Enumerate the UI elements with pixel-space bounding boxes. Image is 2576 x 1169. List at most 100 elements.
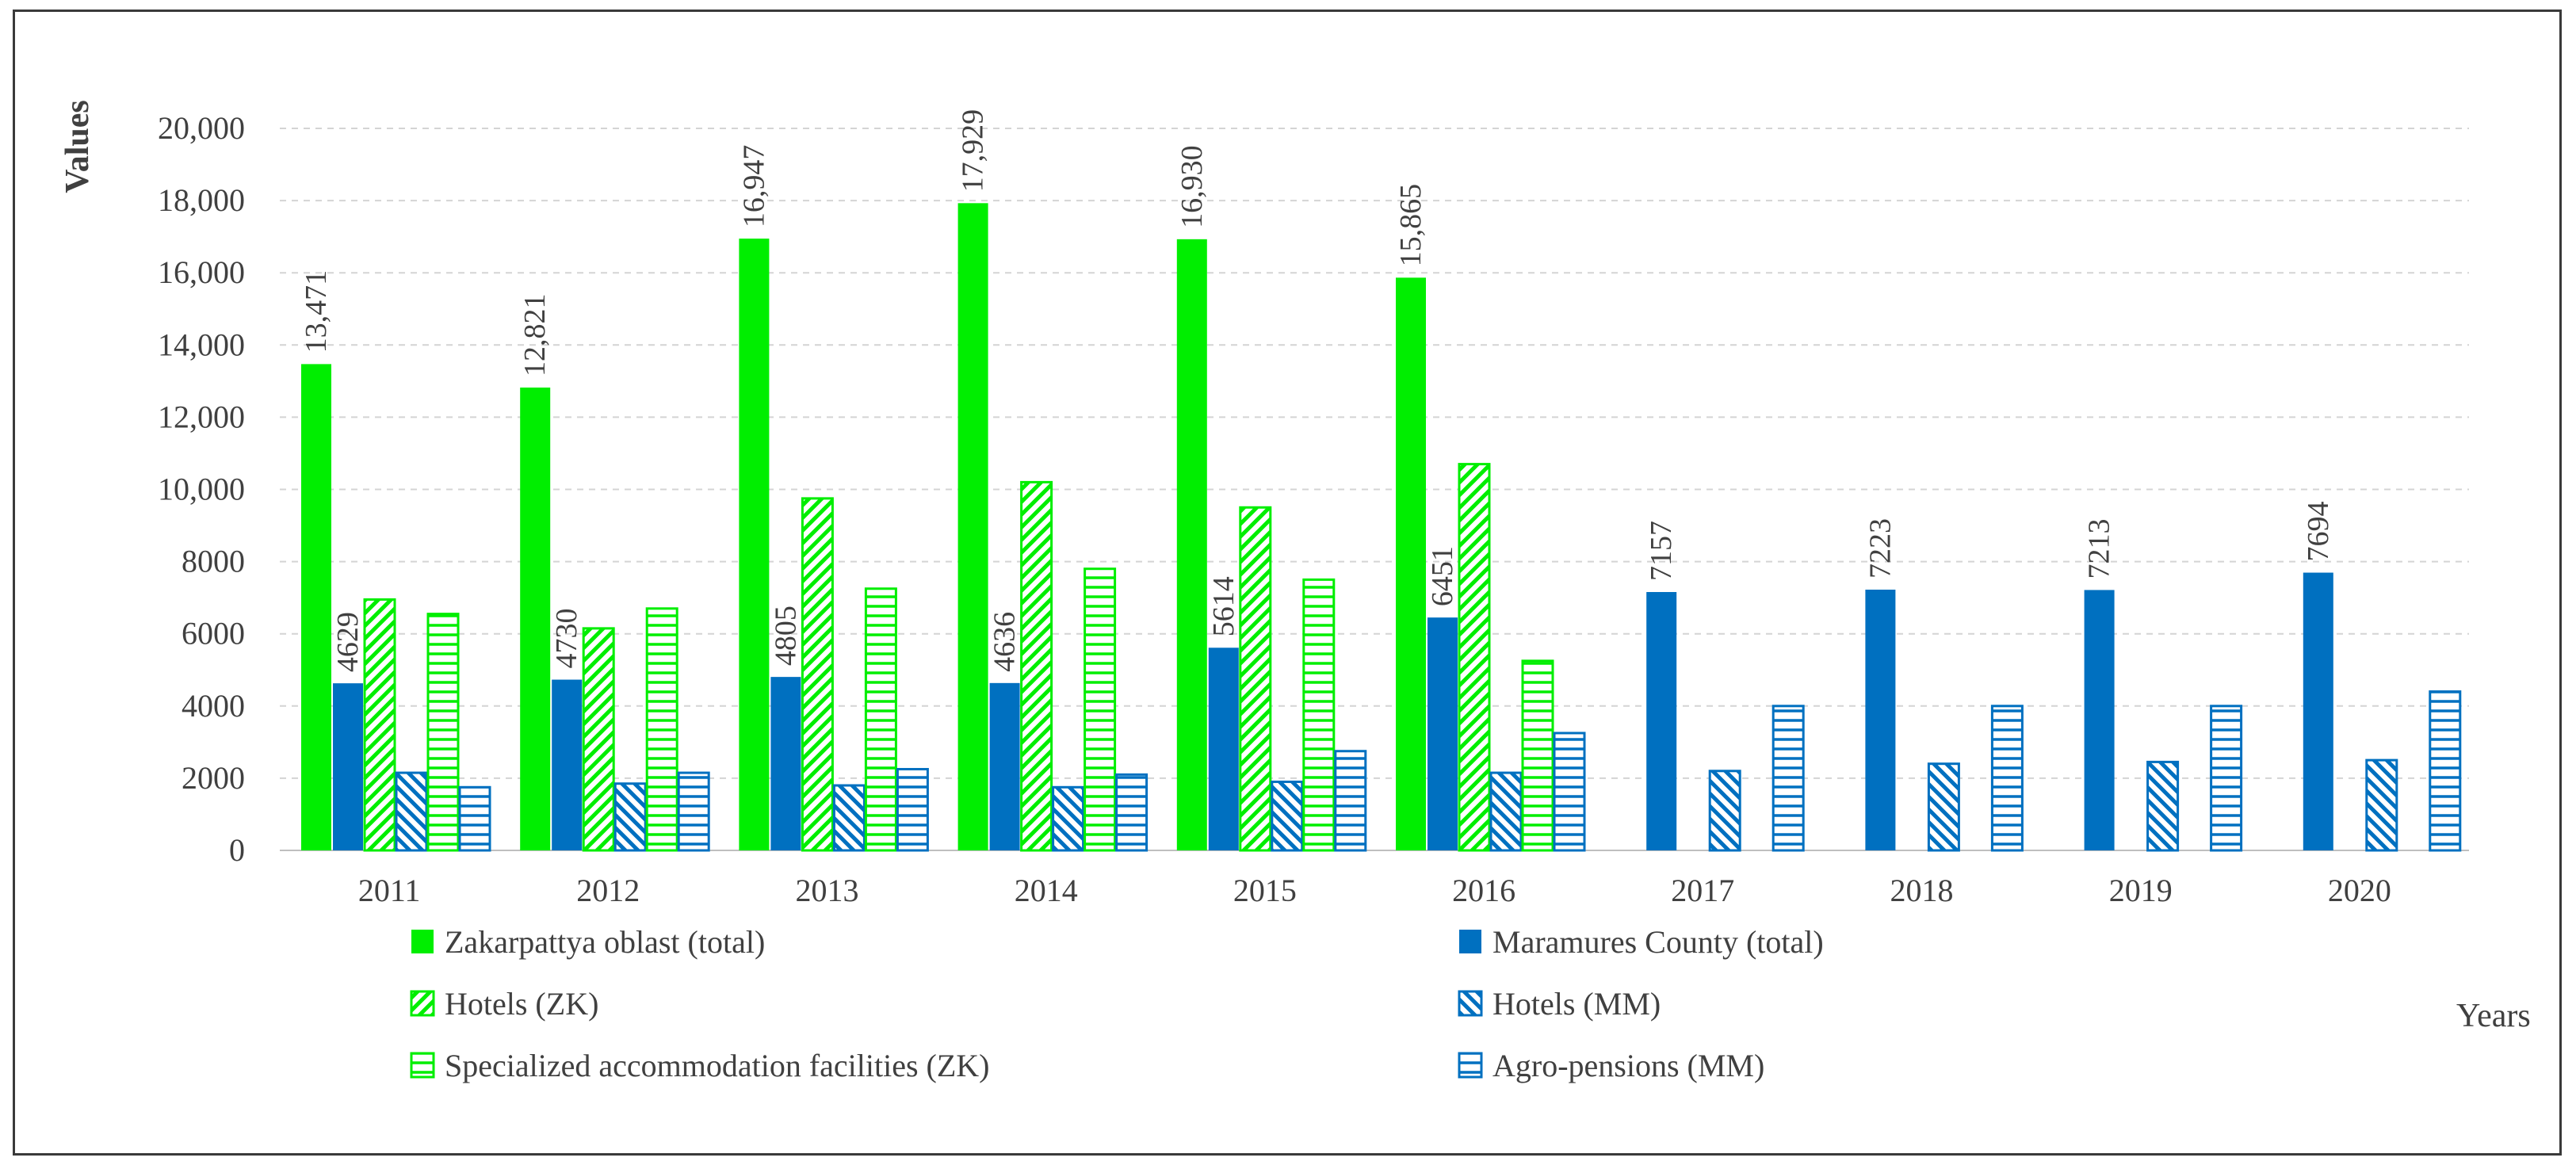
y-tick-label: 8000 xyxy=(182,544,245,579)
x-tick-label: 2020 xyxy=(2328,873,2391,908)
legend-item-zk-specialized: Specialized accommodation facilities (ZK… xyxy=(410,1048,990,1083)
legend-swatch xyxy=(1458,990,1483,1017)
x-tick-label: 2015 xyxy=(1233,873,1297,908)
value-label-mm-total: 7213 xyxy=(2083,518,2116,579)
bar-mm-agro xyxy=(1771,705,1805,852)
bar-zk-hotels xyxy=(1458,463,1491,852)
x-tick-label: 2018 xyxy=(1890,873,1954,908)
value-labels: 13,471 4629 12,821 4730 16,947 4805 17,929 4636… xyxy=(300,109,2335,672)
bar-mm-agro xyxy=(1990,705,2024,852)
bar-mm-hotels xyxy=(832,784,866,852)
bar-mm-agro xyxy=(1334,750,1367,852)
legend-label: Specialized accommodation facilities (ZK… xyxy=(445,1048,990,1083)
bar-mm-hotels xyxy=(2365,758,2398,852)
bar-mm-total xyxy=(333,683,363,850)
bar-zk-specialized xyxy=(1302,578,1336,852)
legend-label: Hotels (MM) xyxy=(1492,986,1661,1022)
value-label-mm-total: 5614 xyxy=(1207,576,1240,636)
bar-zk-total xyxy=(1176,239,1207,850)
bar-mm-agro xyxy=(1553,732,1586,852)
bar-zk-specialized xyxy=(864,587,897,852)
legend-label: Zakarpattya oblast (total) xyxy=(445,924,765,960)
bar-zk-specialized xyxy=(645,607,678,852)
value-label-zk-total: 17,929 xyxy=(957,109,990,193)
legend-item-zk-hotels: Hotels (ZK) xyxy=(410,986,598,1022)
value-label-zk-total: 12,821 xyxy=(518,294,552,377)
bar-zk-hotels xyxy=(1239,506,1272,852)
x-tick-label: 2012 xyxy=(576,873,640,908)
bar-zk-total xyxy=(1396,277,1426,850)
bar-mm-agro xyxy=(458,785,491,852)
bar-mm-agro xyxy=(2210,705,2243,852)
bar-mm-agro xyxy=(2429,690,2462,852)
bar-mm-hotels xyxy=(1052,785,1085,852)
bar-mm-total xyxy=(989,682,1020,850)
y-tick-label: 16,000 xyxy=(158,254,245,290)
bar-mm-total xyxy=(552,679,583,850)
x-tick-label: 2017 xyxy=(1671,873,1734,908)
y-axis-title: Values xyxy=(59,100,96,193)
y-tick-label: 10,000 xyxy=(158,472,245,507)
bar-zk-specialized xyxy=(1084,567,1117,852)
bar-zk-total xyxy=(739,239,770,850)
chart-frame: 0 2000 4000 6000 8000 10,000 12,000 14,000 16,00… xyxy=(13,10,2562,1156)
chart-svg: 0 2000 4000 6000 8000 10,000 12,000 14,000 16,00… xyxy=(59,100,2531,1083)
x-tick-label: 2016 xyxy=(1452,873,1515,908)
bar-mm-agro xyxy=(677,771,710,852)
y-tick-label: 6000 xyxy=(182,616,245,651)
x-tick-label: 2013 xyxy=(796,873,859,908)
value-label-mm-total: 7157 xyxy=(1645,521,1678,581)
y-tick-label: 2000 xyxy=(182,760,245,796)
legend-item-mm-total: Maramures County (total) xyxy=(1459,924,1824,960)
bar-mm-total xyxy=(770,677,801,850)
value-label-mm-total: 6451 xyxy=(1426,546,1459,606)
bar-zk-total xyxy=(301,364,331,850)
x-tick-label: 2014 xyxy=(1015,873,1078,908)
y-tick-label: 4000 xyxy=(182,688,245,724)
bars xyxy=(301,203,2462,852)
y-tick-label: 14,000 xyxy=(158,327,245,362)
legend-swatch xyxy=(1459,930,1481,953)
bar-mm-agro xyxy=(896,768,929,852)
bar-zk-total xyxy=(520,388,551,851)
bar-zk-specialized xyxy=(426,613,460,852)
legend-label: Maramures County (total) xyxy=(1492,924,1824,960)
legend-item-mm-hotels: Hotels (MM) xyxy=(1458,986,1661,1022)
y-tick-label: 0 xyxy=(229,832,245,868)
bar-zk-hotels xyxy=(1020,480,1053,852)
legend-swatch xyxy=(1458,1052,1483,1079)
legend-swatch xyxy=(410,1052,435,1079)
bar-mm-hotels xyxy=(2146,760,2180,852)
bar-zk-hotels xyxy=(801,497,834,852)
value-label-mm-total: 4629 xyxy=(331,612,365,672)
legend-swatch xyxy=(410,990,435,1017)
y-tick-label: 12,000 xyxy=(158,399,245,434)
bar-mm-total xyxy=(1428,617,1458,850)
bar-mm-total xyxy=(1208,648,1239,850)
y-axis-tick-labels: 0 2000 4000 6000 8000 10,000 12,000 14,000 16,00… xyxy=(158,110,245,868)
value-label-mm-total: 4636 xyxy=(988,612,1022,672)
bar-mm-hotels xyxy=(613,782,647,852)
bar-zk-total xyxy=(957,203,988,850)
bar-mm-hotels xyxy=(1271,780,1304,852)
x-axis-tick-labels: 2011 2012 2013 2014 2015 2016 2017 2018 2019 2020 xyxy=(358,873,2391,908)
y-tick-label: 20,000 xyxy=(158,110,245,146)
value-label-zk-total: 16,947 xyxy=(737,145,770,228)
value-label-mm-total: 4730 xyxy=(550,609,583,669)
bar-mm-total xyxy=(1646,591,1677,850)
bar-mm-hotels xyxy=(1489,771,1523,852)
x-axis-title: Years xyxy=(2456,998,2531,1034)
bar-mm-hotels xyxy=(395,771,428,852)
x-tick-label: 2011 xyxy=(358,873,421,908)
bar-mm-hotels xyxy=(1927,762,1960,852)
value-label-mm-total: 7223 xyxy=(1863,518,1897,579)
y-tick-label: 18,000 xyxy=(158,182,245,218)
bar-mm-hotels xyxy=(1708,770,1741,852)
value-label-mm-total: 7694 xyxy=(2302,502,2335,562)
legend-swatch xyxy=(411,930,434,953)
value-label-zk-total: 16,930 xyxy=(1175,145,1209,228)
bar-mm-total xyxy=(1865,589,1896,850)
legend-label: Hotels (ZK) xyxy=(445,986,598,1022)
value-label-mm-total: 4805 xyxy=(769,606,802,666)
value-label-zk-total: 13,471 xyxy=(300,270,333,353)
